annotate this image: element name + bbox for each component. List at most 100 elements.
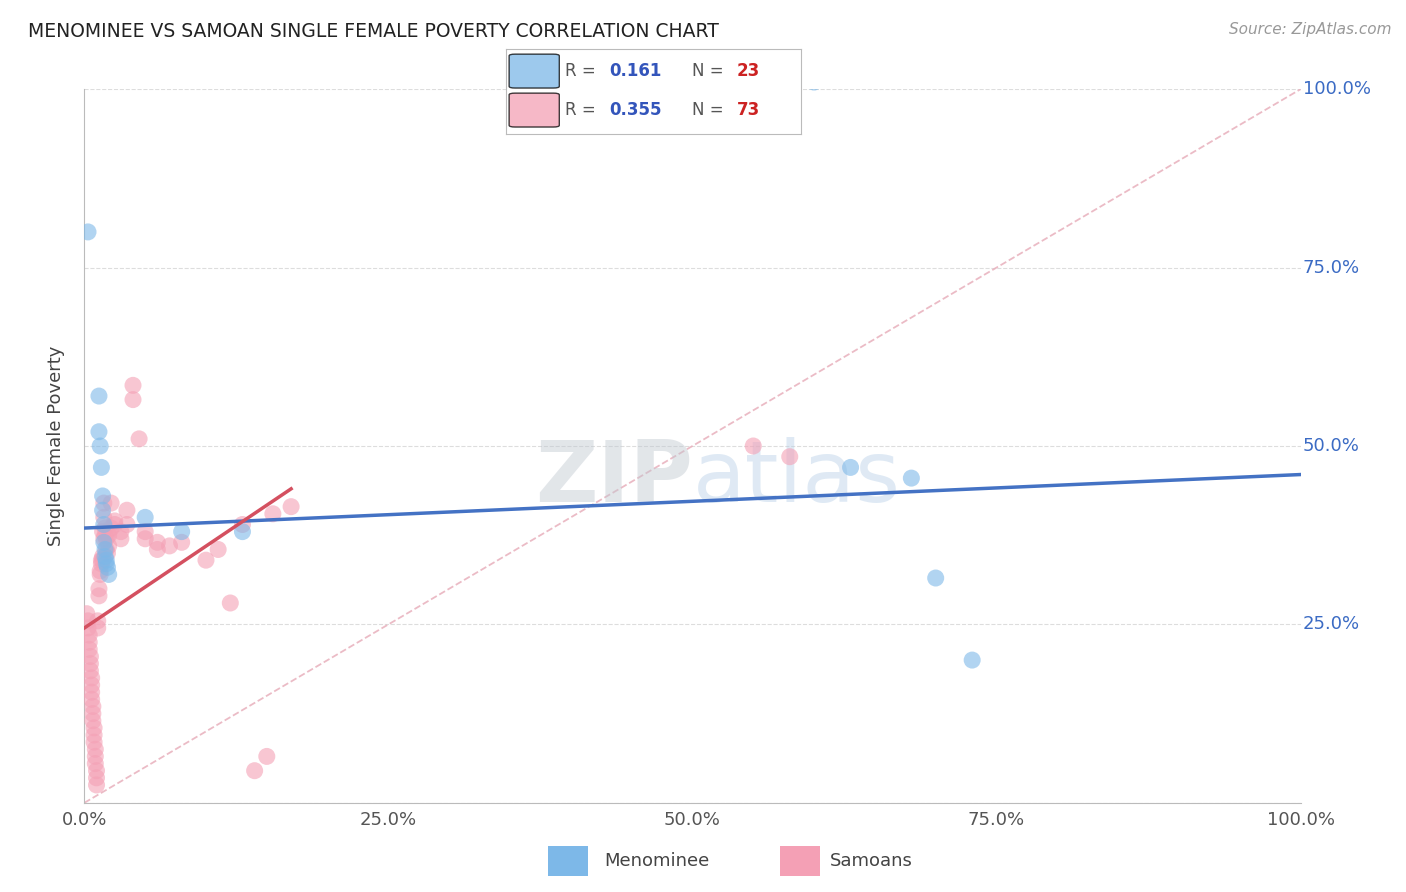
Point [79,664,101,678]
Point [779,450,801,464]
Point [90,553,112,567]
Point [84,749,107,764]
Text: N =: N = [692,101,730,119]
Point [134,532,156,546]
Point [93,517,115,532]
Point [87,389,110,403]
Point [94,542,117,557]
Point [84,756,107,771]
Point [77,642,100,657]
Text: N =: N = [692,62,730,80]
Text: 25.0%: 25.0% [1303,615,1360,633]
Text: R =: R = [565,101,602,119]
FancyBboxPatch shape [509,93,560,127]
Point [122,378,145,392]
Point [97,528,120,542]
Point [86,764,108,778]
Point [100,521,122,535]
Point [170,524,193,539]
Point [104,514,127,528]
Point [925,571,948,585]
Y-axis label: Single Female Poverty: Single Female Poverty [46,346,65,546]
Text: 23: 23 [737,62,759,80]
Point [207,542,229,557]
Point [86,778,108,792]
Text: 0.161: 0.161 [610,62,662,80]
Point [87,589,110,603]
Point [115,503,138,517]
Point [115,517,138,532]
Point [87,614,110,628]
Point [231,517,253,532]
Point [91,524,114,539]
Point [96,560,118,574]
Text: MENOMINEE VS SAMOAN SINGLE FEMALE POVERTY CORRELATION CHART: MENOMINEE VS SAMOAN SINGLE FEMALE POVERT… [28,22,718,41]
Point [87,425,110,439]
Point [83,728,105,742]
FancyBboxPatch shape [509,54,560,88]
Point [742,439,765,453]
Point [96,532,118,546]
Point [76,607,98,621]
Point [94,528,117,542]
Point [256,749,278,764]
Point [97,567,120,582]
Point [110,532,132,546]
Point [83,735,105,749]
Point [146,535,169,549]
Point [91,553,114,567]
Point [83,721,105,735]
Point [80,678,103,692]
Point [89,564,111,578]
Point [122,392,145,407]
Point [93,510,115,524]
Point [100,496,122,510]
Point [96,546,118,560]
Point [91,503,114,517]
Text: 100.0%: 100.0% [1303,80,1371,98]
Point [803,75,825,89]
Point [82,714,104,728]
Point [262,507,284,521]
Point [91,549,114,564]
Text: atlas: atlas [693,436,900,520]
Point [280,500,302,514]
Text: Source: ZipAtlas.com: Source: ZipAtlas.com [1229,22,1392,37]
Point [87,582,110,596]
Point [90,557,112,571]
Point [94,521,117,535]
Point [159,539,181,553]
Point [194,553,218,567]
Point [93,535,115,549]
Point [104,517,127,532]
Point [97,539,120,553]
Point [219,596,242,610]
Point [128,432,150,446]
Point [82,706,104,721]
Point [86,771,108,785]
Point [170,535,193,549]
Point [134,524,156,539]
Point [839,460,862,475]
Text: Samoans: Samoans [830,852,912,870]
Text: R =: R = [565,62,602,80]
Point [87,621,110,635]
Point [90,460,112,475]
Point [89,439,111,453]
Text: 75.0%: 75.0% [1303,259,1360,277]
Point [80,671,103,685]
Point [80,685,103,699]
Point [77,614,100,628]
Point [146,542,169,557]
Point [80,692,103,706]
Point [960,653,983,667]
Point [79,649,101,664]
Text: 0.355: 0.355 [610,101,662,119]
Point [96,542,118,557]
Point [91,489,114,503]
Point [110,524,132,539]
Text: 50.0%: 50.0% [1303,437,1360,455]
Text: Menominee: Menominee [605,852,710,870]
Text: 73: 73 [737,101,759,119]
Point [94,549,117,564]
